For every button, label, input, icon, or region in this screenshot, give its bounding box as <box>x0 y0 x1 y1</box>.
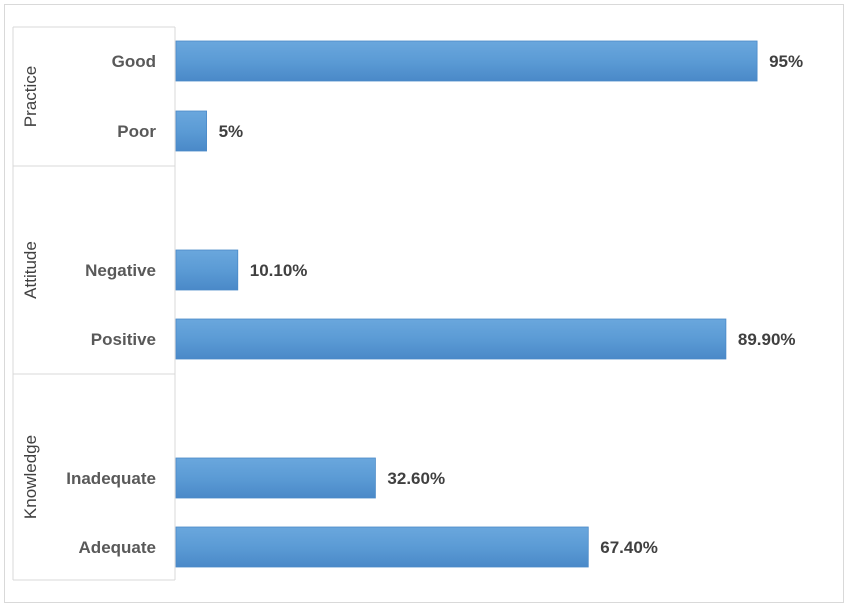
data-label-inadequate: 32.60% <box>387 469 445 488</box>
bar-inadequate <box>175 457 376 499</box>
bar-negative <box>175 249 239 291</box>
group-label-attitude: Attitude <box>21 241 40 299</box>
bar-adequate <box>175 526 589 568</box>
category-label-inadequate: Inadequate <box>66 469 156 488</box>
bar-good <box>175 40 758 82</box>
data-label-positive: 89.90% <box>738 330 796 349</box>
category-label-adequate: Adequate <box>79 538 156 557</box>
data-label-negative: 10.10% <box>250 261 308 280</box>
data-label-adequate: 67.40% <box>600 538 658 557</box>
group-label-knowledge: Knowledge <box>21 435 40 519</box>
data-label-good: 95% <box>769 52 803 71</box>
category-label-poor: Poor <box>117 122 156 141</box>
category-label-negative: Negative <box>85 261 156 280</box>
category-label-good: Good <box>112 52 156 71</box>
axis-layer <box>12 26 176 581</box>
bars-layer <box>175 40 758 568</box>
bar-positive <box>175 318 727 360</box>
data-label-poor: 5% <box>219 122 244 141</box>
category-label-positive: Positive <box>91 330 156 349</box>
chart-frame <box>4 4 844 603</box>
group-label-practice: Practice <box>21 66 40 127</box>
labels-layer: Practice Good 95% Poor 5% Attitude Negative 10.… <box>21 52 803 557</box>
bar-poor <box>175 110 207 152</box>
